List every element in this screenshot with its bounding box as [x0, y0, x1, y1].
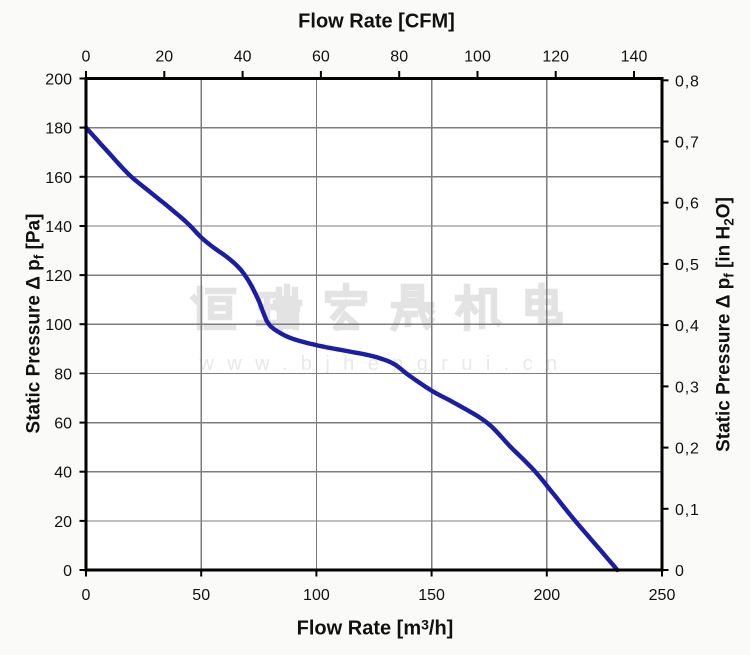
- svg-text:0,6: 0,6: [675, 196, 700, 213]
- svg-text:140: 140: [45, 219, 72, 236]
- svg-text:0,4: 0,4: [675, 318, 700, 335]
- svg-text:0: 0: [675, 563, 685, 580]
- svg-text:100: 100: [303, 587, 330, 604]
- svg-text:0,3: 0,3: [675, 379, 700, 396]
- svg-text:20: 20: [54, 514, 72, 531]
- svg-text:120: 120: [45, 268, 72, 285]
- svg-text:160: 160: [45, 170, 72, 187]
- svg-text:0,5: 0,5: [675, 257, 700, 274]
- svg-text:100: 100: [45, 317, 72, 334]
- svg-text:40: 40: [234, 49, 252, 66]
- svg-text:120: 120: [542, 49, 569, 66]
- svg-text:Flow Rate [m3/h]: Flow Rate [m3/h]: [297, 617, 454, 640]
- svg-text:40: 40: [54, 465, 72, 482]
- svg-text:80: 80: [54, 366, 72, 383]
- svg-text:20: 20: [155, 49, 173, 66]
- svg-text:60: 60: [54, 416, 72, 433]
- svg-text:200: 200: [45, 72, 72, 89]
- svg-text:50: 50: [192, 587, 210, 604]
- svg-text:60: 60: [312, 49, 330, 66]
- svg-text:0,1: 0,1: [675, 502, 700, 519]
- svg-text:250: 250: [649, 587, 676, 604]
- svg-text:150: 150: [418, 587, 445, 604]
- svg-text:140: 140: [621, 49, 648, 66]
- svg-text:100: 100: [464, 49, 491, 66]
- svg-text:180: 180: [45, 121, 72, 138]
- svg-text:0: 0: [82, 587, 91, 604]
- svg-text:www.bjhengrui.cn: www.bjhengrui.cn: [198, 353, 570, 375]
- svg-text:Static Pressure Δ pf [Pa]: Static Pressure Δ pf [Pa]: [24, 214, 47, 434]
- svg-text:80: 80: [390, 49, 408, 66]
- svg-text:200: 200: [533, 587, 560, 604]
- svg-text:0: 0: [82, 49, 91, 66]
- svg-text:0,8: 0,8: [675, 73, 700, 90]
- svg-text:Static Pressure Δ pf [in H2O]: Static Pressure Δ pf [in H2O]: [714, 197, 737, 452]
- svg-text:0: 0: [63, 563, 72, 580]
- svg-text:0,2: 0,2: [675, 441, 700, 458]
- svg-text:0,7: 0,7: [675, 135, 700, 152]
- svg-text:Flow Rate [CFM]: Flow Rate [CFM]: [298, 11, 455, 33]
